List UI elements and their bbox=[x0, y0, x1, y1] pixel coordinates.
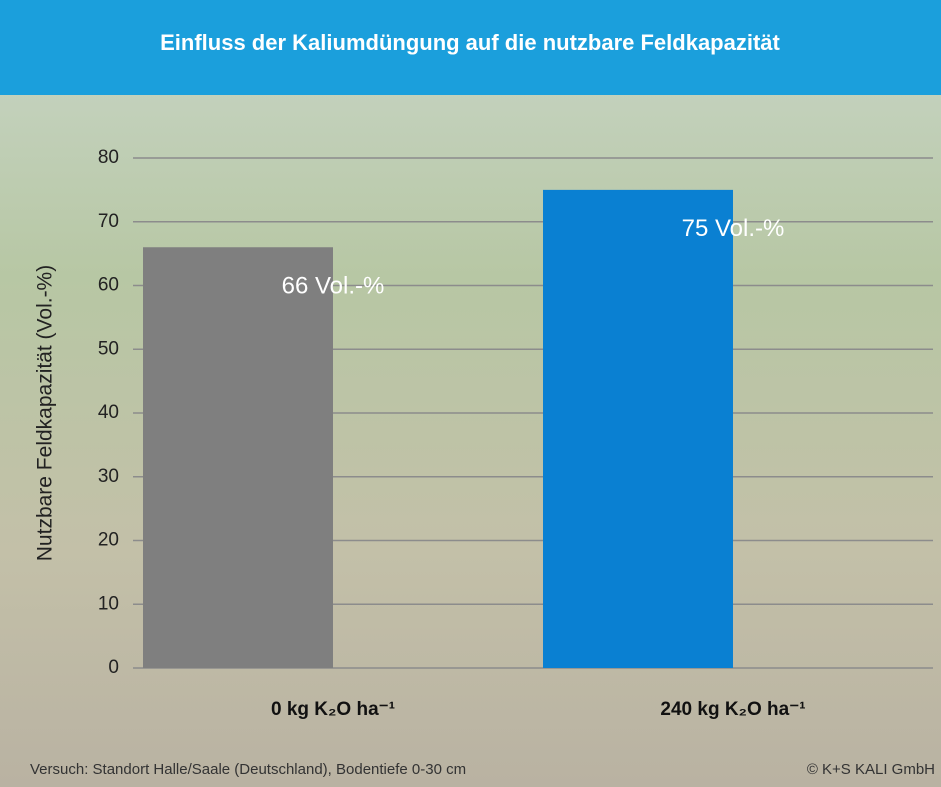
chart: Einfluss der Kaliumdüngung auf die nutzb… bbox=[0, 0, 941, 787]
footnote: Versuch: Standort Halle/Saale (Deutschla… bbox=[30, 761, 466, 778]
y-tick-label: 0 bbox=[108, 657, 119, 678]
y-tick-label: 10 bbox=[98, 593, 119, 614]
chart-title: Einfluss der Kaliumdüngung auf die nutzb… bbox=[160, 30, 780, 55]
value-label: 75 Vol.-% bbox=[682, 215, 785, 242]
bar bbox=[143, 247, 333, 668]
x-tick-label: 0 kg K₂O ha⁻¹ bbox=[271, 699, 395, 720]
y-tick-label: 70 bbox=[98, 211, 119, 232]
y-axis-label: Nutzbare Feldkapazität (Vol.-%) bbox=[34, 265, 57, 561]
source: © K+S KALI GmbH bbox=[807, 761, 935, 778]
y-tick-label: 30 bbox=[98, 466, 119, 487]
x-tick-label: 240 kg K₂O ha⁻¹ bbox=[660, 699, 805, 720]
y-tick-label: 40 bbox=[98, 402, 119, 423]
value-label: 66 Vol.-% bbox=[282, 273, 385, 300]
y-tick-label: 60 bbox=[98, 275, 119, 296]
bar bbox=[543, 190, 733, 668]
y-tick-label: 80 bbox=[98, 147, 119, 168]
background bbox=[0, 0, 941, 787]
y-tick-label: 50 bbox=[98, 338, 119, 359]
y-tick-label: 20 bbox=[98, 530, 119, 551]
